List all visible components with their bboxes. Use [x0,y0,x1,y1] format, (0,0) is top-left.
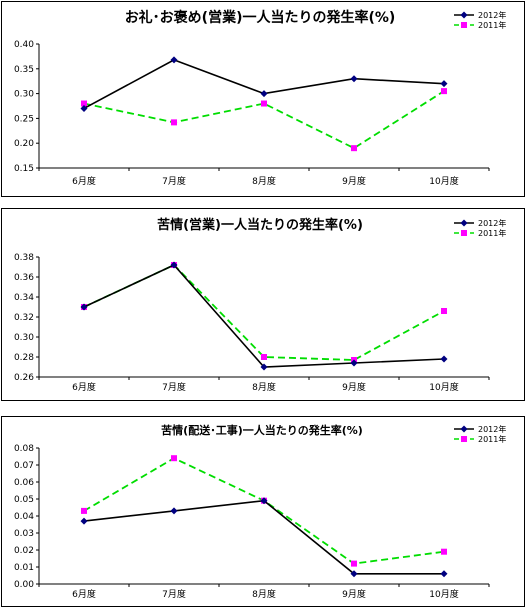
data-point-2012年 [80,517,88,525]
y-tick-label: 0.06 [14,478,34,488]
x-tick-label: 8月度 [252,175,276,187]
x-tick-label: 10月度 [429,588,458,600]
legend-marker [460,219,468,227]
chart-panel-1: お礼･お褒め(営業)一人当たりの発生率(%) 0.40 0.35 0.30 0.25 0.… [1,1,525,197]
series-line-2012年 [83,264,445,368]
y-tick-label: 0.34 [14,293,34,303]
data-point-2011年 [351,560,357,567]
x-tick-label: 7月度 [162,175,186,187]
data-point-2011年 [261,100,267,107]
chart-panel-2: 苦情(営業)一人当たりの発生率(%) 0.38 0.36 0.34 0.32 0.30 0.… [1,208,525,401]
legend-label: 2011年 [478,20,506,30]
data-point-2012年 [260,90,268,98]
series-line-2011年 [83,263,445,361]
y-tick-label: 0.35 [14,65,34,75]
chart-1: お礼･お褒め(営業)一人当たりの発生率(%) 0.40 0.35 0.30 0.25 0.… [14,9,506,187]
y-tick-label: 0.03 [14,529,34,539]
x-tick-label: 10月度 [429,381,458,393]
series-line-2012年 [83,499,444,575]
x-tick-label: 9月度 [342,588,366,600]
data-point-2011年 [81,507,87,514]
x-tick-label: 6月度 [72,175,96,187]
y-tick-label: 0.08 [14,444,34,454]
y-tick-label: 0.01 [14,563,34,573]
chart-title: 苦情(配送･工事)一人当たりの発生率(%) [161,423,363,437]
y-tick-label: 0.07 [14,461,34,471]
data-point-2011年 [441,308,447,314]
data-point-2011年 [351,145,357,152]
data-point-2011年 [441,548,447,555]
y-tick-label: 0.05 [14,495,34,505]
series-line-2011年 [83,457,445,565]
x-tick-label: 10月度 [429,175,458,187]
data-point-2012年 [170,507,178,515]
y-tick-label: 0.30 [14,90,34,100]
data-point-2012年 [170,56,178,64]
data-point-2012年 [260,363,268,371]
x-tick-label: 8月度 [252,381,276,393]
y-tick-label: 0.26 [14,373,34,383]
data-point-2012年 [440,570,448,578]
data-point-2011年 [171,119,177,126]
data-point-2012年 [260,497,268,505]
y-tick-label: 0.00 [14,580,34,590]
y-tick-label: 0.32 [14,313,34,323]
legend-label: 2012年 [478,424,506,434]
chart-title: お礼･お褒め(営業)一人当たりの発生率(%) [125,9,396,26]
chart-3: 苦情(配送･工事)一人当たりの発生率(%) 0.08 0.07 0.06 0.05 0.0… [14,423,506,600]
data-point-2011年 [441,88,447,95]
x-tick-label: 6月度 [72,381,96,393]
y-tick-label: 0.36 [14,273,34,283]
y-tick-label: 0.40 [14,40,34,50]
x-tick-label: 6月度 [72,588,96,600]
chart-2: 苦情(営業)一人当たりの発生率(%) 0.38 0.36 0.34 0.32 0.30 0.… [14,217,506,393]
x-tick-label: 7月度 [162,588,186,600]
y-tick-label: 0.20 [14,139,34,149]
data-point-2011年 [171,455,177,462]
x-tick-label: 9月度 [342,175,366,187]
legend-marker [461,436,467,442]
series-line-2011年 [83,90,445,150]
data-point-2012年 [350,570,358,578]
x-tick-label: 8月度 [252,588,276,600]
legend-marker [460,425,468,433]
y-tick-label: 0.28 [14,353,34,363]
data-point-2012年 [350,359,358,367]
legend-marker [461,22,467,28]
y-tick-label: 0.04 [14,512,34,522]
x-tick-label: 7月度 [162,381,186,393]
data-point-2012年 [350,75,358,83]
data-point-2011年 [261,354,267,360]
legend-marker [461,230,467,236]
data-point-2012年 [170,261,178,269]
legend-label: 2011年 [478,434,506,444]
chart-panel-3: 苦情(配送･工事)一人当たりの発生率(%) 0.08 0.07 0.06 0.05 0.0… [1,416,525,607]
data-point-2012年 [440,80,448,88]
legend-label: 2012年 [478,10,506,20]
y-tick-label: 0.25 [14,114,34,124]
legend-label: 2011年 [478,228,506,238]
y-tick-label: 0.02 [14,546,34,556]
legend-label: 2012年 [478,218,506,228]
data-point-2012年 [80,303,88,311]
legend-marker [460,11,468,19]
chart-title: 苦情(営業)一人当たりの発生率(%) [157,217,363,233]
y-tick-label: 0.30 [14,333,34,343]
data-point-2012年 [440,355,448,363]
data-point-2012年 [80,104,88,112]
data-point-2011年 [81,100,87,107]
y-tick-label: 0.15 [14,164,34,174]
x-tick-label: 9月度 [342,381,366,393]
y-tick-label: 0.38 [14,253,34,263]
